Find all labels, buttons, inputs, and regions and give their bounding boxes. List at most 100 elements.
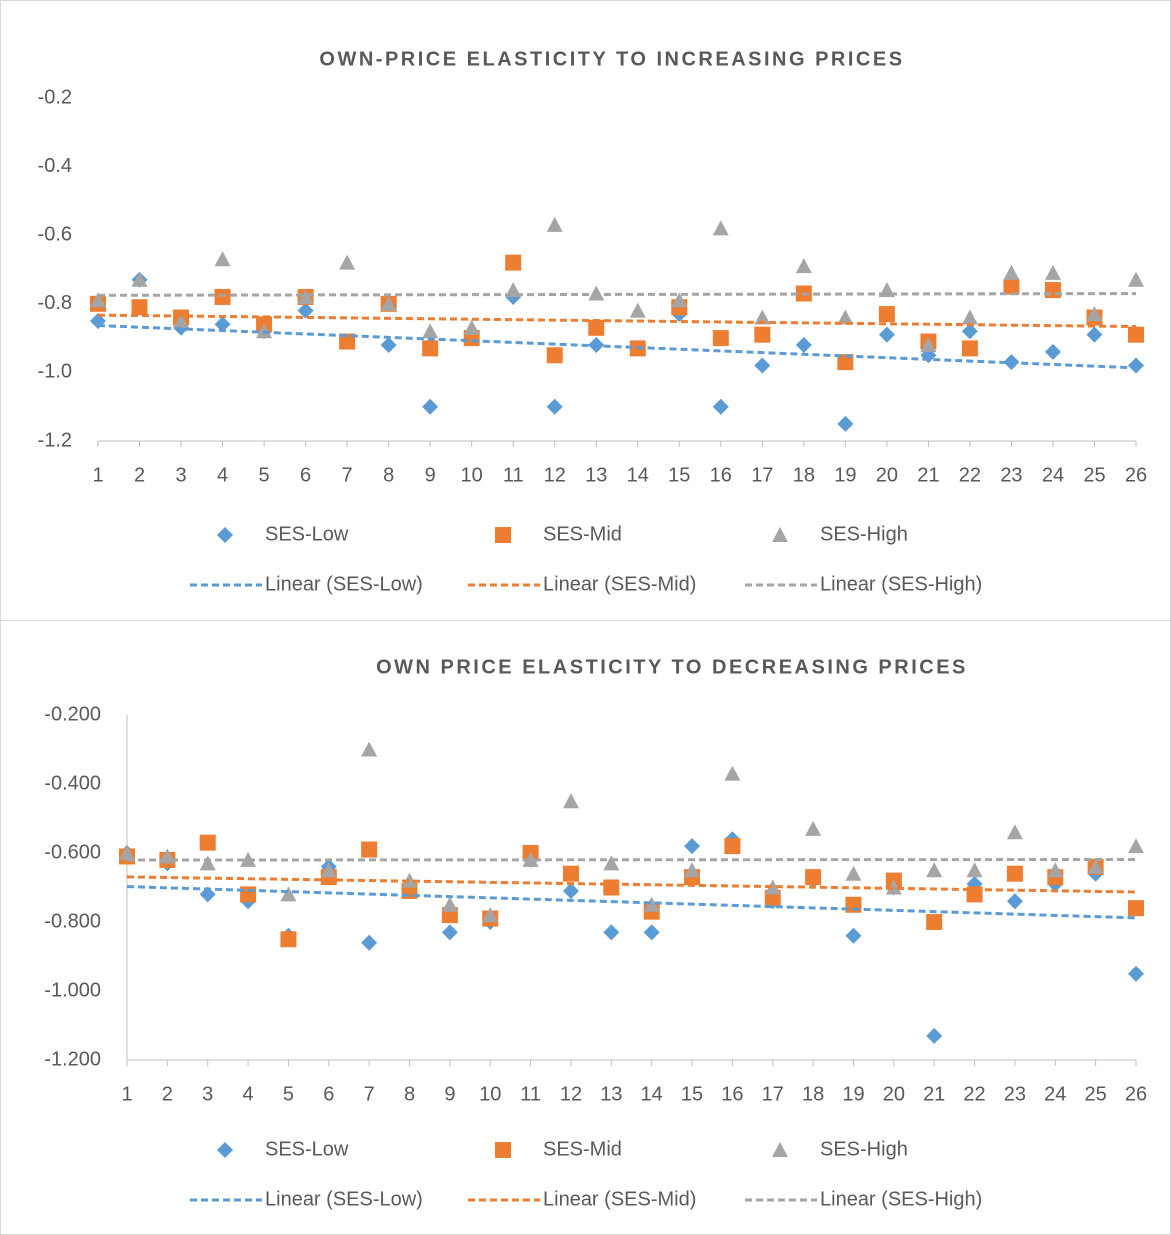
data-point — [401, 872, 418, 888]
x-tick-label: 23 — [1000, 464, 1022, 486]
x-tick-label: 19 — [834, 464, 856, 486]
data-point — [837, 354, 854, 371]
data-point — [1006, 865, 1023, 882]
y-tick-label: -1.000 — [44, 979, 101, 1001]
data-point — [1128, 965, 1144, 982]
trendline — [97, 292, 1137, 297]
y-tick-label: -0.6 — [38, 223, 72, 245]
data-point — [562, 882, 579, 899]
data-point — [522, 851, 539, 867]
legend-label: Linear (SES-Low) — [265, 573, 423, 595]
legend-marker — [217, 527, 233, 543]
data-point — [1003, 264, 1020, 280]
y-tick-label: -0.200 — [44, 703, 101, 725]
data-point — [1086, 326, 1103, 343]
x-tick-label: 1 — [121, 1083, 132, 1105]
data-point — [280, 886, 297, 902]
x-tick-label: 6 — [323, 1083, 334, 1105]
x-tick-label: 2 — [134, 464, 145, 486]
y-tick-label: -0.400 — [44, 772, 101, 794]
x-tick-label: 15 — [681, 1083, 703, 1105]
data-point — [214, 251, 231, 267]
x-tick-label: 25 — [1083, 464, 1105, 486]
data-point — [199, 834, 216, 851]
data-point — [1006, 893, 1023, 910]
x-tick-label: 4 — [217, 464, 228, 486]
data-point — [339, 254, 356, 270]
data-point — [131, 271, 148, 287]
data-point — [546, 216, 563, 232]
data-point — [724, 838, 741, 855]
legend-label: SES-Mid — [543, 523, 622, 545]
data-point — [712, 398, 729, 415]
trendline — [97, 313, 1137, 329]
legend-label: Linear (SES-Low) — [265, 1188, 423, 1210]
x-tick-label: 24 — [1042, 464, 1064, 486]
x-tick-label: 3 — [202, 1083, 213, 1105]
data-point — [546, 398, 563, 415]
x-tick-label: 13 — [585, 464, 607, 486]
x-tick-label: 6 — [300, 464, 311, 486]
x-tick-label: 2 — [162, 1083, 173, 1105]
data-point — [878, 326, 895, 343]
data-point — [588, 319, 605, 336]
data-point — [256, 323, 273, 339]
data-point — [603, 855, 620, 871]
data-point — [845, 865, 862, 881]
data-point — [764, 879, 781, 895]
data-point — [684, 862, 701, 878]
data-point — [1086, 306, 1103, 322]
data-point — [1128, 838, 1144, 854]
legend-label: SES-High — [820, 1138, 908, 1160]
data-point — [754, 309, 771, 325]
data-point — [1044, 282, 1061, 299]
data-point — [1128, 271, 1144, 287]
x-tick-label: 17 — [751, 464, 773, 486]
x-tick-label: 17 — [762, 1083, 784, 1105]
y-tick-label: -0.2 — [38, 86, 72, 108]
data-point — [684, 838, 701, 855]
y-tick-label: -1.2 — [38, 429, 72, 451]
x-tick-label: 13 — [600, 1083, 622, 1105]
x-tick-label: 7 — [364, 1083, 375, 1105]
data-point — [805, 820, 822, 836]
data-point — [837, 309, 854, 325]
data-point — [926, 862, 943, 878]
x-tick-label: 14 — [627, 464, 649, 486]
trendline — [126, 885, 1137, 920]
data-point — [422, 323, 439, 339]
legend-label: SES-Low — [265, 523, 349, 545]
data-point — [878, 306, 895, 323]
y-tick-label: -0.600 — [44, 841, 101, 863]
x-tick-label: 23 — [1004, 1083, 1026, 1105]
data-point — [380, 295, 397, 311]
data-point — [546, 347, 563, 364]
data-point — [380, 336, 397, 353]
legend-marker — [495, 527, 511, 543]
data-point — [339, 333, 356, 350]
y-tick-label: -1.200 — [44, 1048, 101, 1070]
data-point — [90, 292, 106, 308]
data-point — [845, 927, 862, 944]
data-point — [603, 924, 620, 941]
data-point — [795, 258, 812, 274]
data-point — [214, 288, 231, 305]
data-point — [603, 879, 620, 896]
trendline — [126, 857, 1137, 862]
x-tick-label: 1 — [92, 464, 103, 486]
data-point — [629, 302, 646, 318]
x-tick-label: 11 — [520, 1083, 541, 1105]
trendline — [97, 323, 1137, 370]
data-point — [441, 924, 458, 941]
chart-title: OWN PRICE ELASTICITY TO DECREASING PRICE… — [376, 656, 968, 678]
x-tick-label: 26 — [1125, 464, 1147, 486]
legend-label: Linear (SES-High) — [820, 1188, 982, 1210]
chart-title: OWN-PRICE ELASTICITY TO INCREASING PRICE… — [319, 48, 904, 70]
x-tick-label: 20 — [876, 464, 898, 486]
legend-marker — [495, 1142, 511, 1158]
data-point — [1087, 858, 1104, 874]
x-tick-label: 3 — [175, 464, 186, 486]
x-tick-label: 16 — [721, 1083, 743, 1105]
data-point — [1047, 862, 1064, 878]
y-tick-label: -0.4 — [38, 155, 72, 177]
